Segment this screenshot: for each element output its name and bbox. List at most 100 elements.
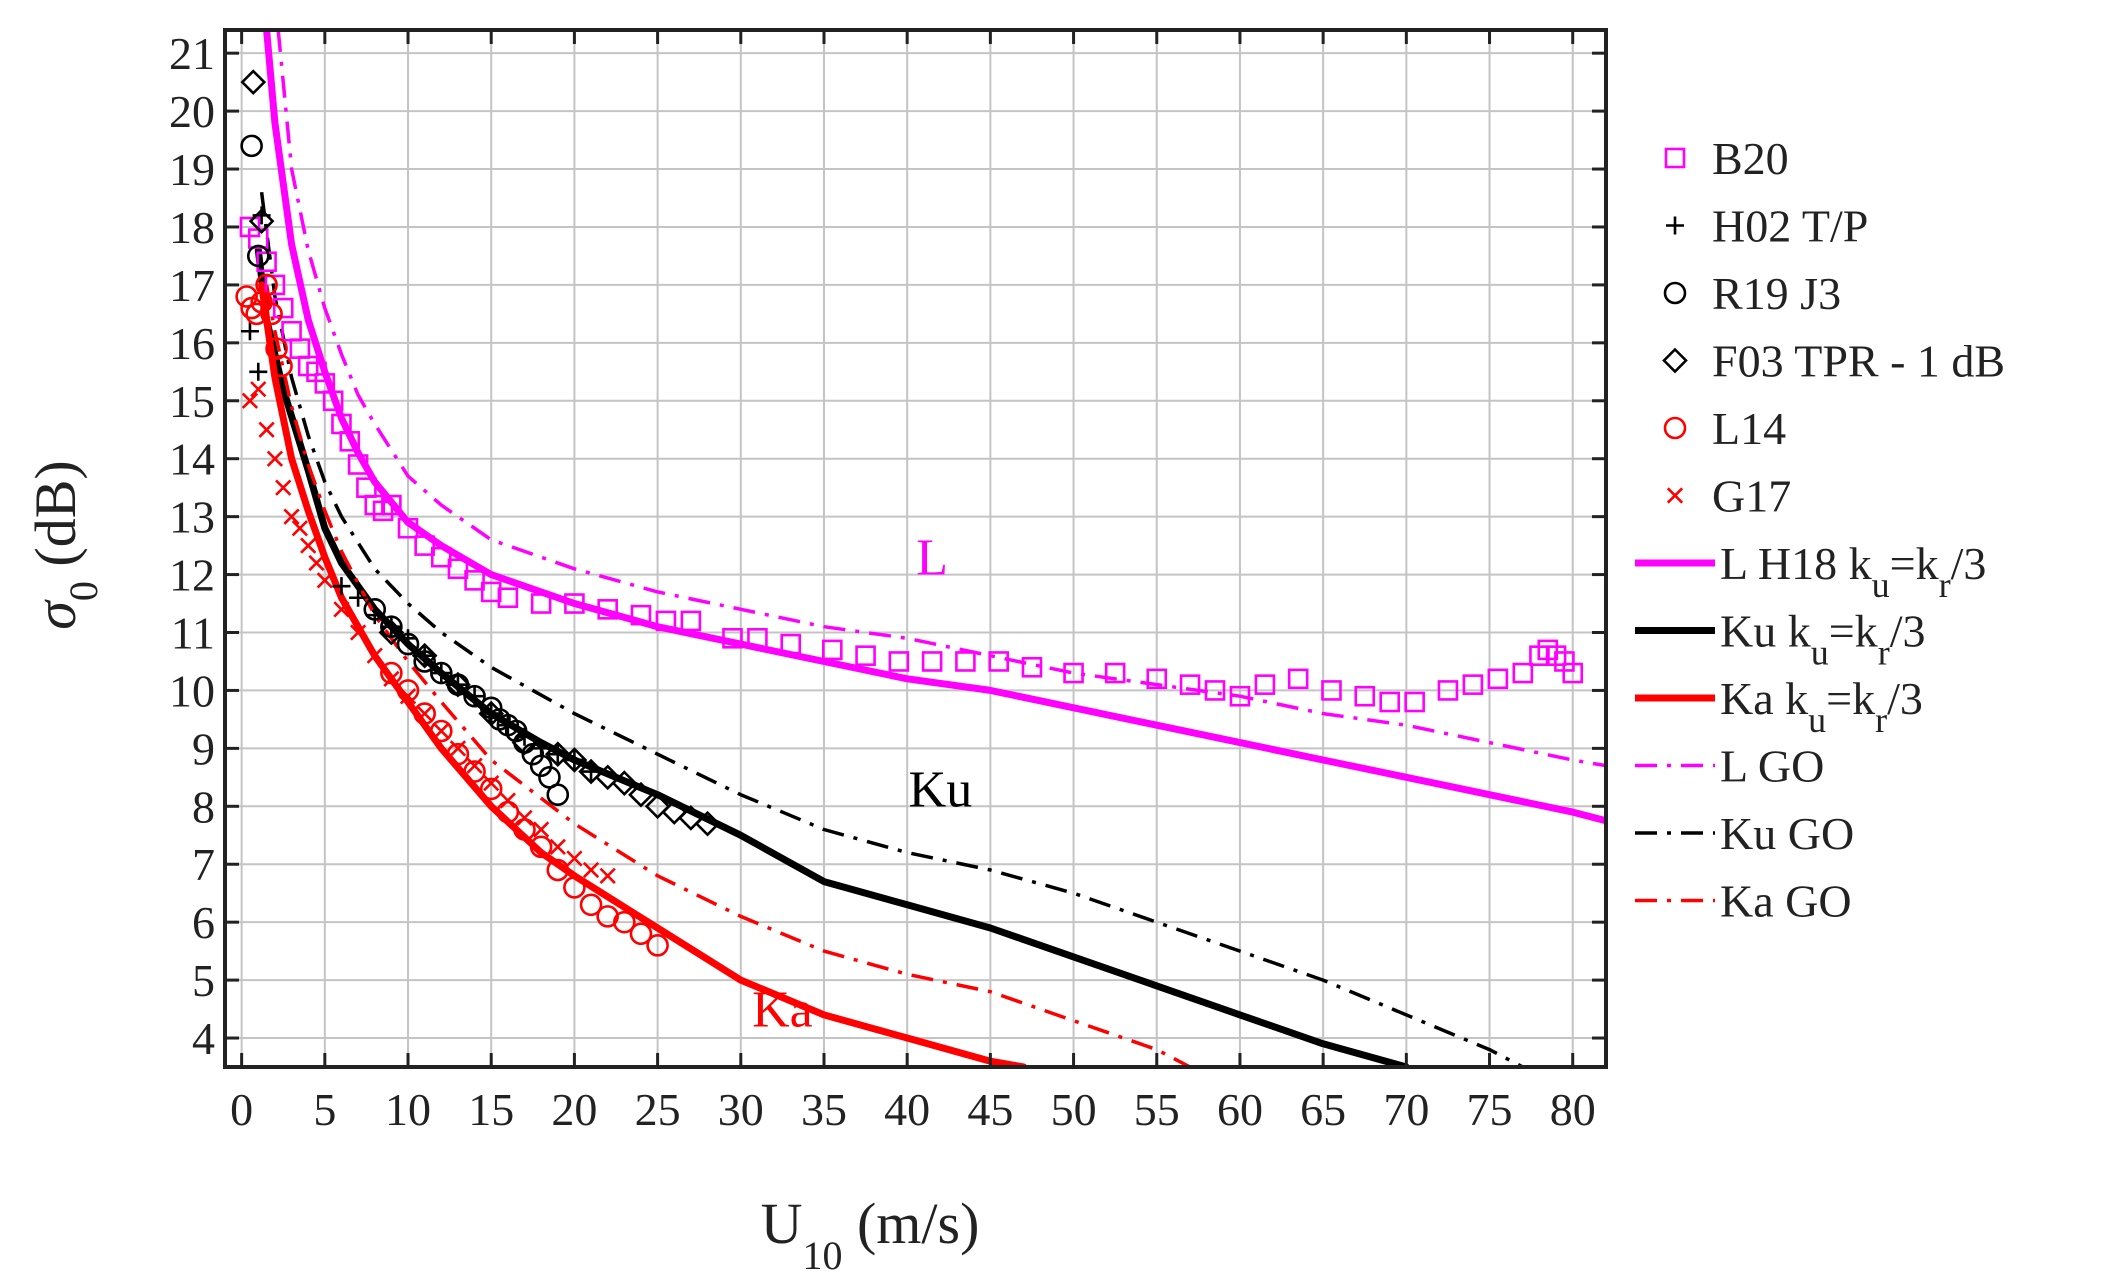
data-point (250, 381, 267, 398)
legend-label: H02 T/P (1712, 201, 1868, 252)
legend-marker (1666, 487, 1684, 504)
data-point (655, 610, 677, 632)
x-tick-label: 5 (313, 1084, 336, 1135)
axis-ticks: 0 5 10 15 20 25 30 35 40 45 50 55 60 65 70 75 8045678910… (169, 28, 1606, 1135)
legend-label-part: H02 T/P (1712, 201, 1868, 252)
data-point (291, 520, 308, 537)
annotation-layer: L Ku Ka (752, 530, 972, 1039)
data-point (1229, 685, 1251, 707)
data-point (396, 679, 420, 702)
legend-label-part: Ku k (1720, 606, 1811, 657)
data-point (245, 302, 268, 326)
data-point (399, 629, 418, 648)
legend-label-part: /3 (1951, 538, 1987, 589)
data-point (566, 850, 583, 867)
series-g17 (241, 381, 616, 884)
data-point (378, 619, 405, 646)
data-point (347, 454, 369, 475)
data-point (546, 783, 570, 807)
data-point (529, 754, 553, 778)
legend-item-l_go: L GO (1635, 741, 1824, 792)
x-tick-label: 35 (801, 1084, 847, 1135)
legend-label: Ka ku=kr/3 (1720, 673, 1923, 740)
data-point (283, 508, 300, 525)
legend-label: Ku ku=kr/3 (1720, 606, 1925, 673)
data-point (546, 858, 570, 882)
y-tick-label: 14 (169, 434, 215, 485)
data-point (448, 675, 467, 694)
legend-label-part: u (1872, 565, 1890, 605)
legend-label-part: =k (1829, 606, 1878, 657)
data-point (240, 134, 263, 158)
data-point (381, 494, 402, 516)
data-point (661, 799, 688, 825)
y-tick-label: 18 (169, 202, 215, 253)
y-tick-label: 4 (192, 1013, 215, 1064)
data-point (322, 390, 344, 412)
data-point (383, 670, 400, 687)
data-point (258, 421, 275, 438)
data-point (533, 821, 550, 838)
data-point (1512, 662, 1534, 684)
legend-label-part: G17 (1712, 471, 1791, 522)
data-point (270, 354, 293, 378)
series-f03 (240, 69, 721, 837)
data-point (240, 322, 259, 341)
data-point (349, 588, 368, 607)
series-b20 (239, 216, 1584, 713)
data-point (464, 570, 485, 591)
data-point (1254, 674, 1276, 695)
data-point (644, 793, 671, 820)
data-point (563, 876, 586, 899)
data-point (275, 479, 292, 496)
legend-item-b20: B20 (1664, 133, 1789, 184)
data-point (599, 867, 616, 884)
y-tick-label: 19 (169, 144, 215, 195)
y-tick-label: 6 (192, 897, 215, 948)
data-point (413, 702, 436, 725)
data-point (415, 646, 434, 665)
data-point (446, 742, 470, 766)
data-point (430, 719, 453, 743)
data-point (366, 647, 383, 664)
y-tick-label: 12 (169, 550, 215, 601)
legend-label: R19 J3 (1712, 268, 1841, 319)
legend-label-part: Ka GO (1720, 876, 1852, 927)
data-point (397, 517, 419, 539)
data-point (1462, 674, 1484, 695)
data-point (578, 758, 604, 785)
legend-label-part: L H18 k (1720, 538, 1872, 589)
legend-label-part: /3 (1890, 606, 1926, 657)
y-tick-label: 8 (192, 781, 215, 832)
data-point (432, 664, 451, 683)
legend-marker (1666, 216, 1684, 235)
legend-marker (1663, 416, 1687, 440)
data-point (380, 661, 403, 685)
x-axis-title: U10 (m/s) (761, 1191, 980, 1278)
data-point (480, 581, 502, 603)
data-point (630, 604, 652, 626)
data-point (855, 645, 876, 666)
y-tick-label: 21 (169, 28, 215, 79)
x-tick-label: 75 (1467, 1084, 1513, 1135)
annotation-label: Ku (909, 761, 973, 818)
legend-item-f03: F03 TPR - 1 dB (1662, 336, 2005, 387)
legend-item-g17: G17 (1666, 471, 1791, 522)
y-axis-title: σ0 (dB) (23, 460, 106, 629)
legend-label-part: L GO (1720, 741, 1824, 792)
data-point (511, 729, 538, 756)
plot-area (225, 30, 1606, 1067)
data-point (339, 431, 361, 452)
annotation-label: L (916, 530, 948, 587)
data-point (628, 781, 654, 808)
legend-label-part: u (1811, 633, 1829, 673)
data-point (594, 764, 621, 791)
y-tick-label: 9 (192, 723, 215, 774)
data-point (240, 69, 267, 95)
series-line-ku_go (259, 191, 1524, 1067)
data-point (1354, 685, 1376, 707)
data-point (332, 577, 351, 596)
legend-item-l14: L14 (1663, 403, 1786, 454)
y-tick-label: 13 (169, 492, 215, 543)
data-point (1021, 656, 1043, 678)
